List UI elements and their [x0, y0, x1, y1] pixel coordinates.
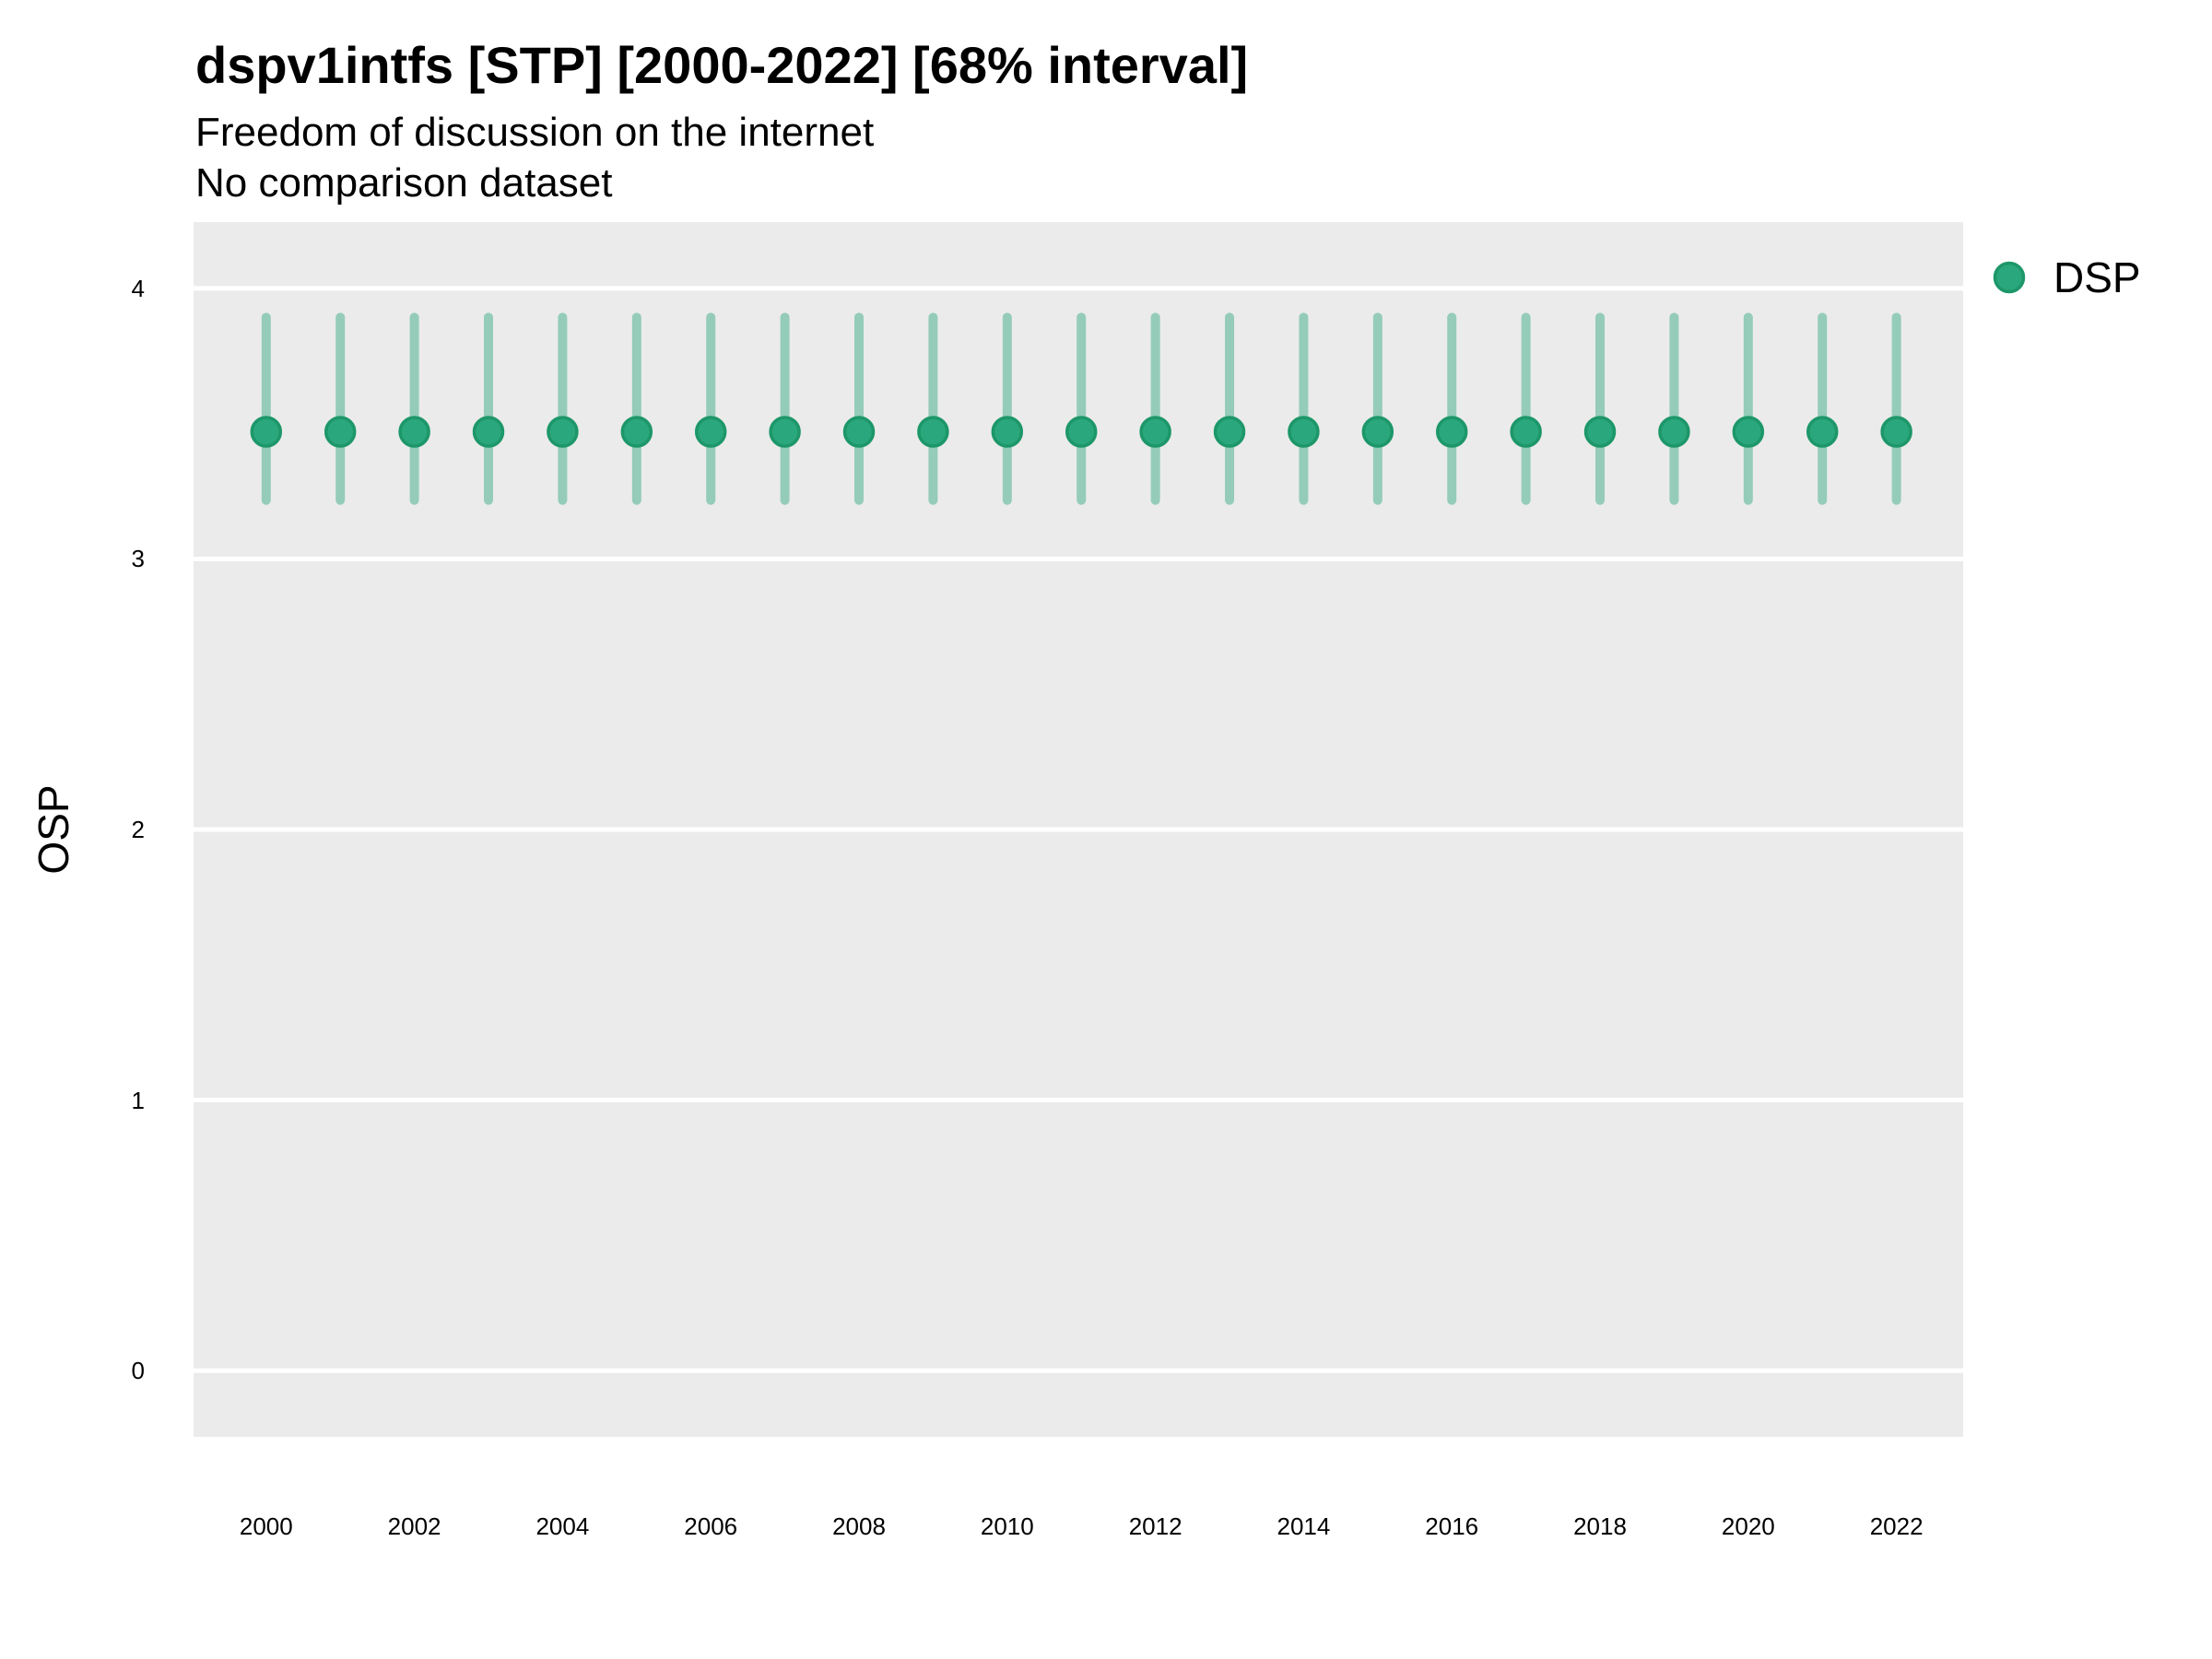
- plot-panel: [194, 222, 1963, 1437]
- x-tick-label-2004: 2004: [535, 1512, 590, 1540]
- x-tick-label-2022: 2022: [1869, 1512, 1924, 1540]
- y-axis-title: OSP: [29, 784, 77, 875]
- data-point-2020: [1732, 416, 1765, 448]
- chart-subtitle: Freedom of discussion on the internet: [195, 110, 875, 155]
- x-tick-label-2006: 2006: [684, 1512, 738, 1540]
- plot-area: [194, 286, 1963, 1373]
- data-point-2003: [472, 416, 505, 448]
- data-point-2005: [620, 416, 653, 448]
- x-tick-label-2018: 2018: [1573, 1512, 1627, 1540]
- data-point-2015: [1361, 416, 1394, 448]
- chart-title: dspv1intfs [STP] [2000-2022] [68% interv…: [195, 36, 1249, 94]
- data-point-2016: [1435, 416, 1468, 448]
- x-tick-label-2016: 2016: [1425, 1512, 1479, 1540]
- data-point-2018: [1583, 416, 1617, 448]
- y-tick-label-4: 4: [131, 274, 145, 302]
- x-tick-label-2002: 2002: [387, 1512, 441, 1540]
- legend: DSP: [1989, 252, 2141, 303]
- x-tick-label-2010: 2010: [980, 1512, 1034, 1540]
- data-point-2021: [1806, 416, 1839, 448]
- data-point-2022: [1880, 416, 1912, 448]
- data-point-2002: [398, 416, 430, 448]
- data-point-2010: [991, 416, 1024, 448]
- x-tick-label-2020: 2020: [1721, 1512, 1775, 1540]
- y-tick-label-2: 2: [131, 816, 145, 843]
- y-tick-label-1: 1: [131, 1086, 145, 1114]
- data-point-2019: [1658, 416, 1690, 448]
- legend-marker-dot: [1993, 261, 2026, 294]
- data-point-2012: [1139, 416, 1171, 448]
- legend-label: DSP: [2053, 253, 2141, 301]
- data-point-2011: [1065, 416, 1098, 448]
- data-point-2007: [769, 416, 801, 448]
- x-tick-label-2000: 2000: [239, 1512, 293, 1540]
- data-point-2013: [1213, 416, 1246, 448]
- data-point-2009: [917, 416, 949, 448]
- data-point-2017: [1510, 416, 1542, 448]
- data-point-2004: [547, 416, 579, 448]
- x-tick-label-2008: 2008: [832, 1512, 886, 1540]
- x-tick-label-2014: 2014: [1277, 1512, 1331, 1540]
- data-point-2014: [1288, 416, 1320, 448]
- data-point-2001: [324, 416, 357, 448]
- y-tick-label-3: 3: [131, 545, 145, 573]
- y-tick-label-0: 0: [131, 1357, 145, 1385]
- data-point-2008: [842, 416, 876, 448]
- x-tick-label-2012: 2012: [1128, 1512, 1182, 1540]
- data-point-2006: [694, 416, 727, 448]
- chart-note: No comparison dataset: [195, 160, 613, 206]
- data-point-2000: [250, 416, 283, 448]
